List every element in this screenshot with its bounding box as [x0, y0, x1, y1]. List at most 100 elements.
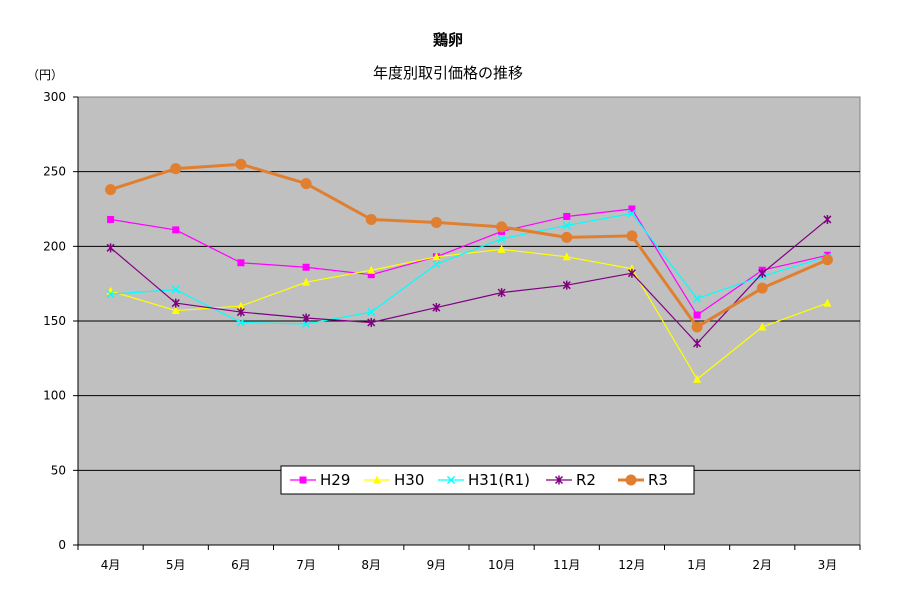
- data-point: [563, 212, 571, 220]
- data-point: [105, 184, 117, 196]
- data-point: [367, 308, 376, 317]
- series-r2: [106, 214, 832, 348]
- x-tick-label: 2月: [752, 558, 772, 572]
- data-point: [367, 317, 376, 327]
- data-point: [432, 303, 441, 313]
- data-point: [561, 231, 573, 243]
- y-axis-unit-label: （円）: [27, 68, 63, 82]
- data-point: [691, 321, 703, 333]
- data-point: [562, 252, 571, 261]
- data-point: [172, 226, 180, 234]
- x-tick-label: 5月: [166, 558, 186, 572]
- data-point: [446, 475, 456, 485]
- legend-label: H31(R1): [468, 471, 530, 489]
- data-point: [367, 265, 376, 274]
- data-point: [107, 215, 115, 223]
- data-point: [106, 243, 115, 253]
- x-tick-label: 6月: [231, 558, 251, 572]
- data-point: [756, 282, 768, 294]
- series-line: [110, 208, 828, 316]
- data-point: [236, 318, 245, 327]
- data-point: [235, 158, 247, 170]
- data-point: [758, 322, 767, 331]
- data-point: [497, 288, 506, 298]
- data-point: [821, 254, 833, 266]
- y-tick-label: 50: [51, 463, 66, 477]
- y-tick-label: 200: [43, 239, 66, 253]
- data-point: [496, 221, 508, 233]
- chart-subtitle: 年度別取引価格の推移: [373, 64, 523, 82]
- legend-entry-r3: R3: [618, 471, 668, 489]
- data-point: [693, 294, 702, 303]
- x-tick-label: 10月: [488, 558, 515, 572]
- legend-entry-h29: H29: [290, 471, 350, 489]
- x-tick-label: 9月: [427, 558, 447, 572]
- data-point: [628, 205, 636, 213]
- data-point: [236, 301, 245, 310]
- data-point: [554, 475, 564, 485]
- data-point: [432, 260, 441, 269]
- series-line: [110, 248, 828, 380]
- y-tick-label: 250: [43, 165, 66, 179]
- data-point: [302, 319, 311, 329]
- data-point: [171, 298, 180, 308]
- gridlines: [78, 171, 860, 471]
- series-line: [110, 162, 829, 329]
- data-point: [823, 214, 832, 224]
- x-tick-label: 8月: [361, 558, 381, 572]
- series-layer: [105, 158, 833, 383]
- data-point: [562, 280, 571, 290]
- data-point: [693, 311, 701, 319]
- x-tick-label: 7月: [296, 558, 316, 572]
- data-point: [626, 230, 638, 242]
- data-point: [625, 474, 637, 486]
- legend-label: H30: [394, 471, 424, 489]
- data-point: [627, 209, 636, 218]
- data-point: [823, 298, 832, 307]
- legend-label: R2: [576, 471, 596, 489]
- series-r3: [105, 158, 833, 333]
- data-point: [758, 268, 767, 278]
- legend-entry-h30: H30: [364, 471, 424, 489]
- y-axis-ticks: 0 50 100 150 200 250 300: [43, 90, 78, 552]
- legend-entry-r2: R2: [546, 471, 596, 489]
- series-h31-r1: [106, 209, 832, 329]
- data-point: [693, 338, 702, 348]
- data-point: [430, 216, 442, 228]
- data-point: [302, 263, 310, 271]
- data-point: [171, 306, 180, 315]
- data-point: [300, 178, 312, 190]
- data-point: [627, 268, 636, 278]
- x-tick-label: 1月: [687, 558, 707, 572]
- data-point: [497, 234, 506, 243]
- data-point: [106, 290, 115, 299]
- data-point: [171, 285, 180, 294]
- x-tick-label: 11月: [553, 558, 580, 572]
- chart-title: 鶏卵: [433, 31, 463, 49]
- data-point: [693, 374, 702, 383]
- y-tick-label: 300: [43, 90, 66, 104]
- data-point: [562, 221, 571, 230]
- data-point: [373, 475, 381, 484]
- data-point: [302, 313, 311, 323]
- data-point: [299, 476, 307, 484]
- legend-label: R3: [648, 471, 668, 489]
- legend: H29 H30 H31(R1) R2 R3: [280, 465, 695, 495]
- data-point: [170, 163, 182, 175]
- x-tick-label: 12月: [618, 558, 645, 572]
- x-tick-label: 4月: [101, 558, 121, 572]
- series-line: [110, 218, 828, 344]
- y-tick-label: 150: [43, 314, 66, 328]
- data-point: [302, 277, 311, 286]
- legend-label: H29: [320, 471, 350, 489]
- x-tick-label: 3月: [818, 558, 838, 572]
- data-point: [497, 244, 506, 253]
- data-point: [237, 259, 245, 267]
- data-point: [236, 307, 245, 317]
- legend-entry-h31-r1: H31(R1): [438, 471, 530, 489]
- y-tick-label: 0: [58, 538, 66, 552]
- x-axis-ticks: 4月 5月 6月 7月 8月 9月 10月 11月 12月 1月 2月 3月: [77, 545, 861, 572]
- data-point: [365, 213, 377, 225]
- series-line: [110, 212, 828, 325]
